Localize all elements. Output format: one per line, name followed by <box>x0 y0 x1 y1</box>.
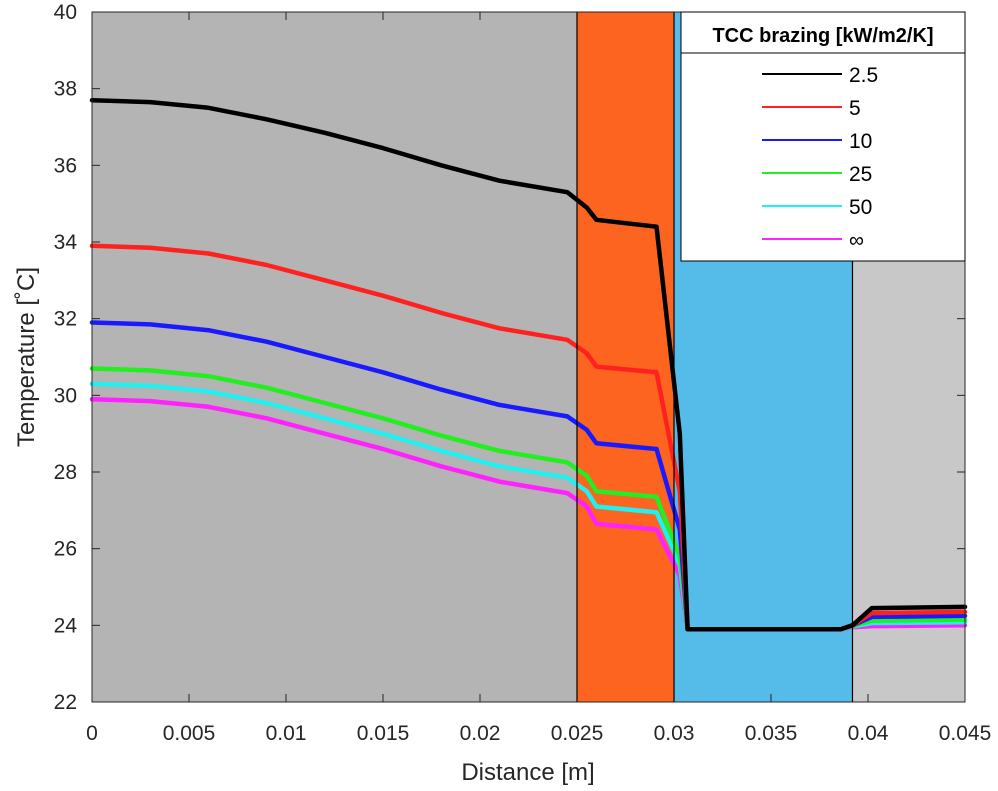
y-tick-label: 30 <box>54 384 77 407</box>
y-tick-label: 22 <box>54 691 77 714</box>
y-tick-label: 34 <box>54 231 78 254</box>
x-tick-label: 0.015 <box>357 722 410 745</box>
legend-label-0: 2.5 <box>849 64 878 87</box>
legend-label-3: 25 <box>849 163 872 186</box>
x-tick-label: 0.02 <box>460 722 501 745</box>
legend-label-1: 5 <box>849 97 861 120</box>
legend-box <box>680 11 966 262</box>
region-1-background <box>92 12 577 702</box>
x-tick-labels: 0 0.005 0.01 0.015 0.02 0.025 0.03 0.035 0.04 0.0… <box>86 722 991 745</box>
legend-items: 2.5 5 10 25 50 ∞ <box>762 64 878 252</box>
x-tick-label: 0.035 <box>745 722 798 745</box>
plot-frame <box>91 11 966 703</box>
y-tick-label: 24 <box>54 614 78 637</box>
y-tick-label: 32 <box>54 308 77 331</box>
x-tick-label: 0.04 <box>848 722 889 745</box>
x-axis-label: Distance [m] <box>461 759 594 786</box>
legend-label-4: 50 <box>849 196 872 219</box>
legend-label-5: ∞ <box>849 229 864 252</box>
x-tick-label: 0.045 <box>939 722 992 745</box>
y-tick-label: 36 <box>54 154 77 177</box>
x-tick-label: 0 <box>86 722 98 745</box>
x-tick-label: 0.025 <box>551 722 604 745</box>
y-tick-labels: 22 24 26 28 30 32 34 36 38 40 <box>54 1 78 714</box>
y-tick-label: 26 <box>54 538 77 561</box>
legend-title: TCC brazing [kW/m2/K] <box>712 25 933 47</box>
legend: TCC brazing [kW/m2/K] 2.5 5 10 25 50 ∞ <box>680 11 966 262</box>
y-tick-label: 28 <box>54 461 77 484</box>
y-tick-label: 38 <box>54 78 77 101</box>
x-tick-label: 0.03 <box>654 722 695 745</box>
y-axis-label: Temperature [˚C] <box>13 267 40 447</box>
x-tick-label: 0.01 <box>266 722 307 745</box>
legend-label-2: 10 <box>849 130 872 153</box>
y-tick-label: 40 <box>54 1 77 24</box>
region-2-background <box>577 12 674 702</box>
x-tick-label: 0.005 <box>163 722 216 745</box>
